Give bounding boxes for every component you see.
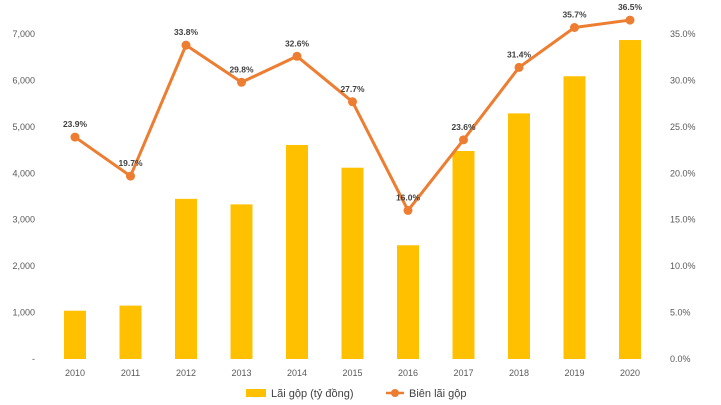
bar-2010	[64, 310, 86, 359]
x-tick-2015: 2015	[342, 368, 362, 378]
y-right-tick: 10.0%	[670, 261, 696, 271]
bar-2015	[341, 167, 364, 359]
margin-point-2017	[459, 135, 468, 145]
y-left-tick: 5,000	[12, 122, 35, 132]
y-right-tick: 30.0%	[670, 75, 696, 85]
bar-2016	[397, 245, 419, 359]
x-tick-2010: 2010	[65, 368, 85, 378]
margin-point-2013	[237, 77, 246, 87]
legend-line-label: Biên lãi gộp	[409, 388, 467, 400]
line-layer: 23.9% 19.7% 33.8% 29.8% 32.6% 27.7% 16.0% 23.6%…	[63, 2, 643, 215]
y-right-tick: 20.0%	[670, 168, 696, 178]
margin-point-2010	[70, 132, 80, 142]
x-tick-2017: 2017	[453, 368, 473, 378]
margin-label-2020: 36.5%	[618, 2, 643, 12]
axis-layer: - 1,000 2,000 3,000 4,000 5,000 6,000 7,000 0.0%…	[12, 29, 695, 378]
bar-2011	[119, 305, 142, 359]
margin-label-2016: 16.0%	[396, 192, 421, 202]
x-tick-2011: 2011	[121, 368, 140, 378]
bar-2014	[286, 144, 308, 359]
bars-layer	[64, 40, 641, 360]
y-right-tick: 15.0%	[670, 215, 696, 225]
y-left-tick: 2,000	[12, 261, 35, 271]
x-tick-2018: 2018	[509, 368, 529, 378]
x-tick-2014: 2014	[287, 368, 307, 378]
y-left-tick: 1,000	[12, 308, 35, 318]
margin-point-2019	[570, 23, 579, 32]
x-tick-2013: 2013	[231, 368, 251, 378]
margin-label-2010: 23.9%	[63, 119, 88, 129]
y-left-tick: 3,000	[12, 215, 35, 225]
margin-point-2020	[625, 15, 635, 25]
margin-point-2012	[181, 40, 191, 50]
y-left-tick: -	[32, 354, 35, 364]
margin-point-2011	[126, 171, 135, 181]
margin-point-2018	[514, 62, 524, 72]
y-right-tick: 25.0%	[670, 122, 696, 132]
margin-label-2017: 23.6%	[451, 122, 476, 132]
x-tick-2020: 2020	[620, 368, 640, 378]
bar-2013	[230, 204, 253, 359]
legend-bar-label: Lãi gộp (tỷ đồng)	[271, 388, 354, 400]
margin-label-2014: 32.6%	[285, 38, 310, 48]
bar-2020	[619, 40, 641, 360]
margin-point-2015	[348, 97, 357, 107]
margin-label-2012: 33.8%	[174, 27, 199, 37]
bar-2012	[175, 198, 197, 359]
y-right-tick: 5.0%	[670, 308, 691, 318]
margin-point-2016	[403, 205, 413, 215]
margin-label-2019: 35.7%	[562, 10, 587, 20]
margin-label-2015: 27.7%	[340, 84, 365, 94]
legend: Lãi gộp (tỷ đồng) Biên lãi gộp	[246, 388, 467, 400]
y-left-tick: 6,000	[12, 75, 35, 85]
y-left-tick: 7,000	[12, 29, 35, 39]
margin-label-2013: 29.8%	[229, 64, 254, 74]
margin-point-2014	[292, 51, 302, 61]
legend-line-marker	[391, 389, 399, 397]
bar-2019	[563, 76, 586, 359]
x-tick-2012: 2012	[176, 368, 196, 378]
x-tick-2016: 2016	[398, 368, 418, 378]
bar-2017	[452, 151, 475, 359]
y-left-tick: 4,000	[12, 168, 35, 178]
y-right-tick: 0.0%	[670, 354, 691, 364]
bar-2018	[508, 113, 530, 360]
legend-bar-swatch	[246, 389, 266, 397]
x-tick-2019: 2019	[564, 368, 584, 378]
margin-label-2018: 31.4%	[507, 49, 532, 59]
y-right-tick: 35.0%	[670, 29, 696, 39]
margin-label-2011: 19.7%	[118, 158, 143, 168]
